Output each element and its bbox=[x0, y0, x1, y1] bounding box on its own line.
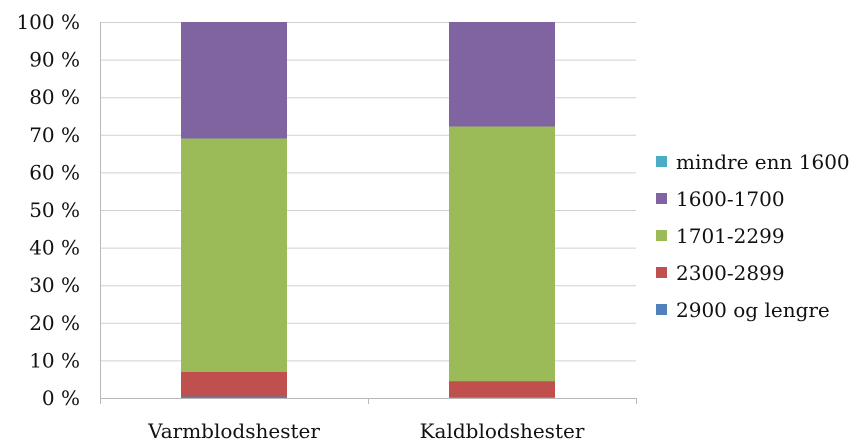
legend-label: 2900 og lengre bbox=[676, 298, 830, 322]
y-tick-label: 80 % bbox=[29, 85, 80, 109]
y-tick-label: 70 % bbox=[29, 123, 80, 147]
y-tick-label: 50 % bbox=[29, 198, 80, 222]
bar-segment bbox=[181, 22, 287, 139]
x-axis-category-labels: Varmblodshester Kaldblodshester bbox=[147, 419, 585, 443]
y-tick-label: 20 % bbox=[29, 311, 80, 335]
y-tick-label: 30 % bbox=[29, 273, 80, 297]
legend-swatch bbox=[656, 230, 667, 241]
x-category-label: Kaldblodshester bbox=[420, 419, 585, 443]
bar-segment bbox=[449, 381, 555, 398]
axes bbox=[100, 22, 637, 404]
x-category-label: Varmblodshester bbox=[147, 419, 320, 443]
bar-segment bbox=[449, 397, 555, 398]
gridlines bbox=[100, 22, 636, 362]
legend-swatch bbox=[656, 156, 667, 167]
y-tick-label: 40 % bbox=[29, 236, 80, 260]
legend: mindre enn 1600 1600-1700 1701-2299 2300-28… bbox=[656, 150, 850, 322]
bar-segment bbox=[181, 138, 287, 372]
bars bbox=[181, 22, 555, 398]
bar-segment bbox=[449, 22, 555, 127]
y-tick-label: 0 % bbox=[42, 386, 80, 410]
y-tick-label: 100 % bbox=[16, 10, 80, 34]
legend-swatch bbox=[656, 267, 667, 278]
legend-label: 2300-2899 bbox=[676, 261, 785, 285]
legend-swatch bbox=[656, 304, 667, 315]
y-tick-label: 90 % bbox=[29, 48, 80, 72]
y-tick-label: 60 % bbox=[29, 160, 80, 184]
legend-label: mindre enn 1600 bbox=[676, 150, 850, 174]
legend-swatch bbox=[656, 193, 667, 204]
legend-label: 1600-1700 bbox=[676, 187, 785, 211]
bar-segment bbox=[181, 396, 287, 398]
y-tick-label: 10 % bbox=[29, 348, 80, 372]
y-axis-tick-labels: 0 % 10 % 20 % 30 % 40 % 50 % 60 % 70 % 80 % 90 % 1… bbox=[16, 10, 80, 410]
bar-segment bbox=[449, 126, 555, 382]
bar-segment bbox=[181, 371, 287, 397]
legend-label: 1701-2299 bbox=[676, 224, 785, 248]
